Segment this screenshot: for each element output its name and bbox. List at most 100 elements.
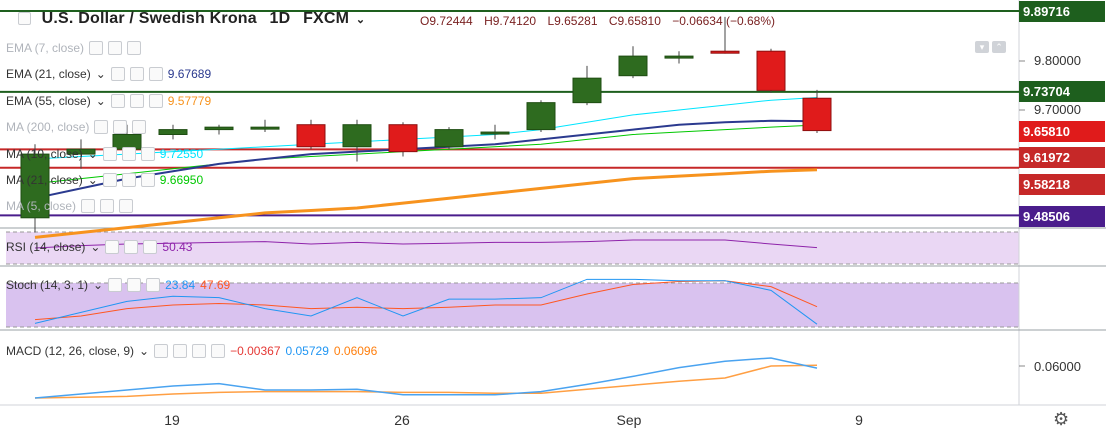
candle-body <box>710 50 740 54</box>
indicator-legend[interactable]: MA (200, close) <box>6 120 147 134</box>
candle-body <box>342 124 372 148</box>
indicator-legend[interactable]: EMA (7, close) <box>6 41 142 55</box>
close-icon[interactable] <box>140 173 155 187</box>
ema55-line <box>34 168 818 239</box>
candle-body <box>388 124 418 153</box>
stoch-k-value: 23.84 <box>165 278 196 292</box>
visibility-icon[interactable] <box>110 67 125 81</box>
chevron-down-icon[interactable]: ⌄ <box>139 344 150 358</box>
macd-signal-value: 0.06096 <box>333 344 378 358</box>
close-icon[interactable] <box>127 41 142 55</box>
indicator-label: EMA (7, close) <box>6 41 85 55</box>
macd-line <box>34 357 818 399</box>
settings-icon[interactable] <box>113 120 128 134</box>
close-icon[interactable] <box>146 278 161 292</box>
price-tag: 9.48506 <box>1019 206 1105 227</box>
change-value: −0.06634 (−0.68%) <box>672 14 775 28</box>
high-value: H9.74120 <box>484 14 537 28</box>
indicator-legend[interactable]: MA (10, close) ⌄ 9.72550 <box>6 147 203 161</box>
candle-body <box>664 55 694 59</box>
chevron-down-icon[interactable]: ⌄ <box>87 147 98 161</box>
indicator-label: MA (200, close) <box>6 120 90 134</box>
x-tick-label: Sep <box>616 412 642 428</box>
macd-axis-label: 0.06000 <box>1034 359 1081 374</box>
chevron-down-icon[interactable]: ⌄ <box>95 67 106 81</box>
close-icon[interactable] <box>143 240 158 254</box>
settings-icon[interactable] <box>124 240 139 254</box>
macd-hist-value: −0.00367 <box>230 344 281 358</box>
collapse-pane-icon[interactable]: ▾ <box>975 41 989 53</box>
settings-icon[interactable] <box>129 94 144 108</box>
settings-icon[interactable] <box>100 199 115 213</box>
ema21-line <box>34 119 818 200</box>
close-icon[interactable] <box>148 94 163 108</box>
visibility-icon[interactable] <box>110 94 125 108</box>
candle-body <box>480 131 510 135</box>
close-icon[interactable] <box>132 120 147 134</box>
collapse-icon[interactable] <box>18 12 31 26</box>
indicator-legend[interactable]: MA (5, close) <box>6 199 134 213</box>
indicator-legend[interactable]: EMA (21, close) ⌄ 9.67689 <box>6 67 211 81</box>
stoch-legend[interactable]: Stoch (14, 3, 1) ⌄ 23.84 47.69 <box>6 278 230 292</box>
visibility-icon[interactable] <box>102 173 117 187</box>
more-pane-icon[interactable]: ⌃ <box>992 41 1006 53</box>
exchange: FXCM <box>303 10 350 27</box>
close-icon[interactable] <box>148 67 163 81</box>
price-tag: 9.65810 <box>1019 121 1105 142</box>
candle-body <box>158 129 188 136</box>
candle-body <box>250 126 280 130</box>
price-tag: 9.58218 <box>1019 174 1105 195</box>
horizontal-levels <box>0 10 1019 217</box>
close-icon[interactable] <box>119 199 134 213</box>
rsi-legend[interactable]: RSI (14, close) ⌄ 50.43 <box>6 240 192 254</box>
visibility-icon[interactable] <box>108 278 123 292</box>
settings-icon[interactable] <box>129 67 144 81</box>
visibility-icon[interactable] <box>154 344 169 358</box>
pane-controls: ▾ ⌃ <box>975 41 1006 53</box>
settings-icon[interactable] <box>108 41 123 55</box>
visibility-icon[interactable] <box>94 120 109 134</box>
candle-body <box>434 129 464 148</box>
indicator-value: 9.67689 <box>167 67 212 81</box>
ma21-line <box>34 124 818 184</box>
price-axis-label: 9.80000 <box>1034 53 1081 68</box>
indicator-value: 9.57779 <box>167 94 212 108</box>
symbol-title[interactable]: U.S. Dollar / Swedish Krona 1D FXCM ⌄ <box>18 10 365 28</box>
rsi-label: RSI (14, close) <box>6 240 86 254</box>
visibility-icon[interactable] <box>105 240 120 254</box>
visibility-icon[interactable] <box>81 199 96 213</box>
settings-icon[interactable] <box>173 344 188 358</box>
price-tag: 9.61972 <box>1019 147 1105 168</box>
macd-signal-line <box>34 364 818 399</box>
symbol-name: U.S. Dollar / Swedish Krona <box>41 10 257 27</box>
gear-icon[interactable]: ⚙ <box>1053 409 1070 429</box>
settings-icon[interactable] <box>121 147 136 161</box>
candle-body <box>802 97 832 132</box>
indicator-legend[interactable]: MA (21, close) ⌄ 9.66950 <box>6 173 203 187</box>
stoch-lines <box>34 278 818 325</box>
candle-body <box>66 148 96 155</box>
settings-icon[interactable] <box>127 278 142 292</box>
candle-body <box>296 124 326 148</box>
chevron-down-icon[interactable]: ⌄ <box>87 173 98 187</box>
visibility-icon[interactable] <box>102 147 117 161</box>
chevron-down-icon[interactable]: ⌄ <box>93 278 104 292</box>
price-axis-label: 9.70000 <box>1034 102 1081 117</box>
source-code-icon[interactable] <box>192 344 207 358</box>
rsi-band <box>6 232 1019 264</box>
visibility-icon[interactable] <box>89 41 104 55</box>
indicator-label: EMA (55, close) <box>6 94 91 108</box>
rsi-lines <box>34 239 818 249</box>
settings-icon[interactable] <box>121 173 136 187</box>
indicator-legend[interactable]: EMA (55, close) ⌄ 9.57779 <box>6 94 211 108</box>
macd-legend[interactable]: MACD (12, 26, close, 9) ⌄ −0.00367 0.0572… <box>6 344 377 358</box>
chevron-down-icon[interactable]: ⌄ <box>355 14 366 26</box>
stoch-d-value: 47.69 <box>200 278 231 292</box>
close-icon[interactable] <box>140 147 155 161</box>
chevron-down-icon[interactable]: ⌄ <box>90 240 101 254</box>
chevron-down-icon[interactable]: ⌄ <box>95 94 106 108</box>
indicator-label: MA (5, close) <box>6 199 77 213</box>
close-icon[interactable] <box>211 344 226 358</box>
candles <box>20 16 832 233</box>
